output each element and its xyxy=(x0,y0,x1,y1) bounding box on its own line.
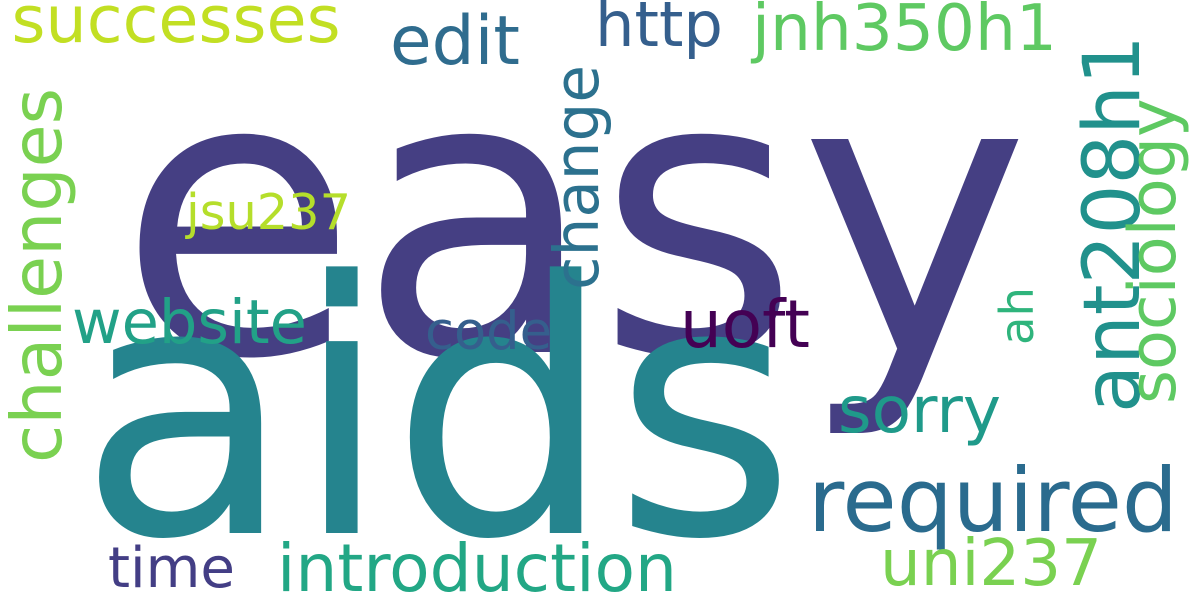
word-challenges: challenges xyxy=(0,88,79,463)
word-edit: edit xyxy=(390,0,520,80)
word-website: website xyxy=(72,287,307,358)
word-sorry: sorry xyxy=(838,372,1001,448)
word-uni237: uni237 xyxy=(880,525,1102,600)
word-sociology: sociology xyxy=(1115,98,1192,405)
word-aids: aids xyxy=(78,207,796,600)
word-easy: easy xyxy=(118,0,1030,445)
word-change: change xyxy=(542,65,614,290)
word-required: required xyxy=(808,448,1178,552)
word-code: code xyxy=(425,301,552,363)
word-uoft: uoft xyxy=(680,285,810,363)
word-jsu237: jsu237 xyxy=(186,182,351,241)
word-jnh350h1: jnh350h1 xyxy=(752,0,1057,66)
word-http: http xyxy=(595,0,723,62)
word-introduction: introduction xyxy=(277,530,677,600)
word-time: time xyxy=(108,535,235,600)
word-successes: successes xyxy=(11,0,341,59)
word-ah: ah xyxy=(990,287,1045,345)
